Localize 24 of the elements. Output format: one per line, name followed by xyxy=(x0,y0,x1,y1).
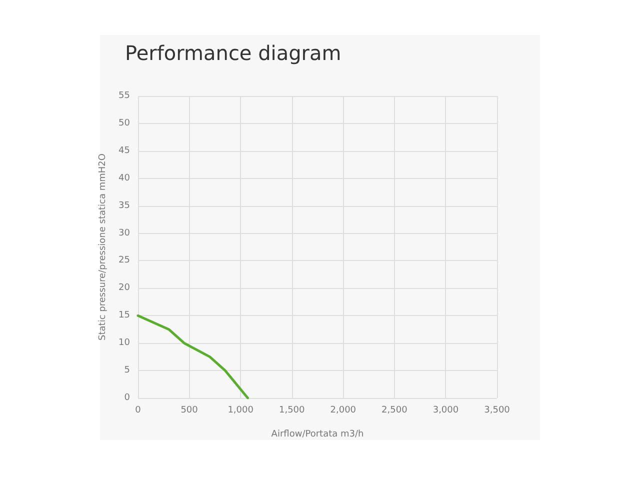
x-tick-label: 0 xyxy=(135,406,142,416)
y-tick-label: 30 xyxy=(118,228,130,238)
y-tick-label: 25 xyxy=(118,256,130,266)
y-tick-label: 10 xyxy=(118,338,130,348)
chart-title: Performance diagram xyxy=(125,41,342,65)
y-tick-label: 5 xyxy=(124,366,130,376)
y-tick-label: 45 xyxy=(118,146,130,156)
x-tick-label: 1,000 xyxy=(228,406,254,416)
x-tick-label: 500 xyxy=(180,406,198,416)
x-tick-label: 3,000 xyxy=(432,406,459,416)
x-tick-label: 2,000 xyxy=(330,406,356,416)
y-tick-label: 50 xyxy=(118,118,130,128)
y-tick-label: 0 xyxy=(124,393,130,403)
y-tick-label: 20 xyxy=(118,283,130,294)
y-tick-label: 40 xyxy=(118,173,130,184)
line-series xyxy=(136,314,249,400)
y-tick-label: 35 xyxy=(118,200,130,211)
x-axis-title: Airflow/Portata m3/h xyxy=(271,430,364,440)
y-tick-label: 55 xyxy=(118,91,130,101)
x-tick-label: 3,500 xyxy=(484,406,510,416)
y-tick-label: 15 xyxy=(118,310,130,321)
x-tick-label: 1,500 xyxy=(278,406,306,416)
x-tick-label: 2,500 xyxy=(382,406,408,416)
y-axis-title: Static pressure/pressione statica mmH2O xyxy=(98,154,108,340)
